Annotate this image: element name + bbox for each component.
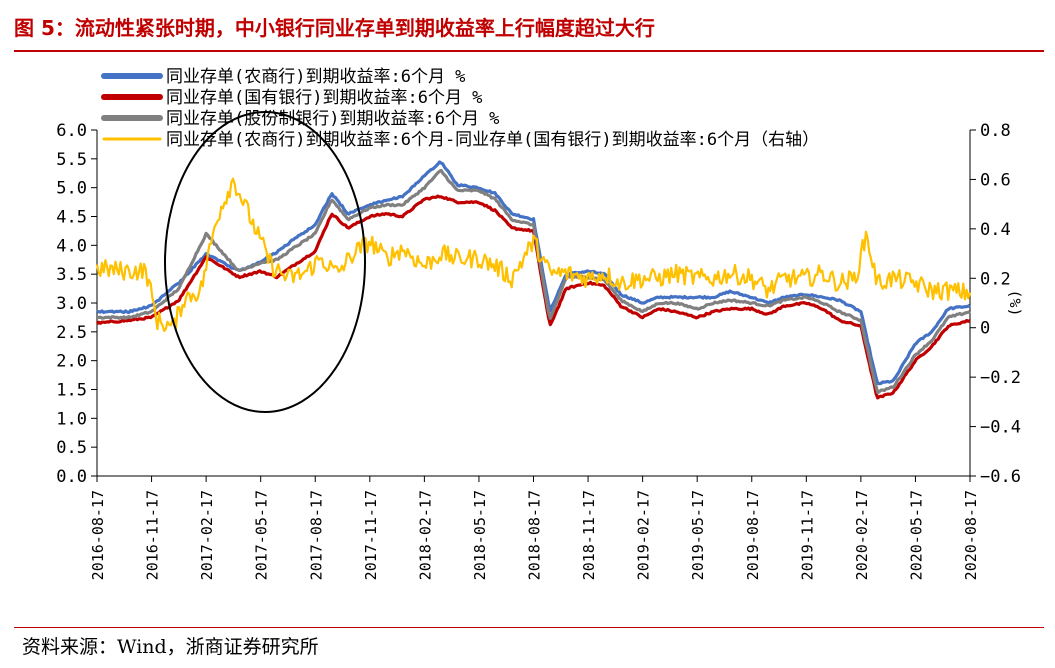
source-note: 资料来源：Wind，浙商证券研究所 [22,636,319,658]
x-tick-label: 2016-08-17 [89,490,107,580]
y-left-tick-label: 4.0 [56,236,87,256]
legend-entry: 同业存单(农商行)到期收益率:6个月-同业存单(国有银行)到期收益率:6个月（右… [166,130,819,150]
x-tick-label: 2020-08-17 [962,490,980,580]
x-tick-label: 2019-05-17 [689,490,707,580]
x-tick-label: 2018-05-17 [471,490,489,580]
y-left-tick-label: 3.5 [56,265,87,285]
series-line [96,168,971,395]
y-right-tick-label: −0.4 [980,418,1021,438]
legend-entry: 同业存单(股份制银行)到期收益率:6个月 % [166,109,499,129]
x-tick-label: 2017-05-17 [253,490,271,580]
y-right-tick-label: 0.4 [980,220,1011,240]
x-tick-label: 2020-02-17 [853,490,871,580]
y-right-tick-label: −0.6 [980,467,1021,487]
y-right-axis-label: (%) [1006,289,1024,316]
y-right-tick-label: −0.2 [980,368,1021,388]
x-tick-label: 2018-11-17 [580,490,598,580]
x-tick-label: 2016-11-17 [144,490,162,580]
y-left-tick-label: 6.0 [56,121,87,141]
x-tick-label: 2017-11-17 [362,490,380,580]
y-left-tick-label: 3.0 [56,294,87,314]
series-line [95,177,972,332]
y-left-tick-label: 0.0 [56,467,87,487]
y-right-tick-label: 0.2 [980,269,1011,289]
y-left-tick-label: 1.0 [56,409,87,429]
x-tick-label: 2019-02-17 [635,490,653,580]
x-tick-label: 2017-02-17 [198,490,216,580]
y-right-tick-label: 0 [980,319,990,339]
figure-title: 图 5：流动性紧张时期，中小银行同业存单到期收益率上行幅度超过大行 [14,16,655,40]
title-rule [14,50,1044,52]
y-right-tick-label: 0.8 [980,121,1011,141]
legend-entry: 同业存单(国有银行)到期收益率:6个月 % [166,88,482,108]
x-tick-label: 2020-05-17 [907,490,925,580]
x-tick-label: 2018-02-17 [416,490,434,580]
y-left-tick-label: 0.5 [56,438,87,458]
x-tick-label: 2019-08-17 [744,490,762,580]
source-rule [14,627,1044,628]
x-tick-label: 2017-08-17 [307,490,325,580]
y-left-tick-label: 2.0 [56,352,87,372]
x-tick-label: 2019-11-17 [798,490,816,580]
y-right-tick-label: 0.6 [980,170,1011,190]
annotation-ellipse [164,111,366,413]
y-left-tick-label: 4.5 [56,208,87,228]
legend-entry: 同业存单(农商行)到期收益率:6个月 % [166,67,465,87]
y-left-tick-label: 1.5 [56,381,87,401]
y-left-tick-label: 5.5 [56,150,87,170]
x-tick-label: 2018-08-17 [526,490,544,580]
y-left-tick-label: 2.5 [56,323,87,343]
y-left-tick-label: 5.0 [56,179,87,199]
